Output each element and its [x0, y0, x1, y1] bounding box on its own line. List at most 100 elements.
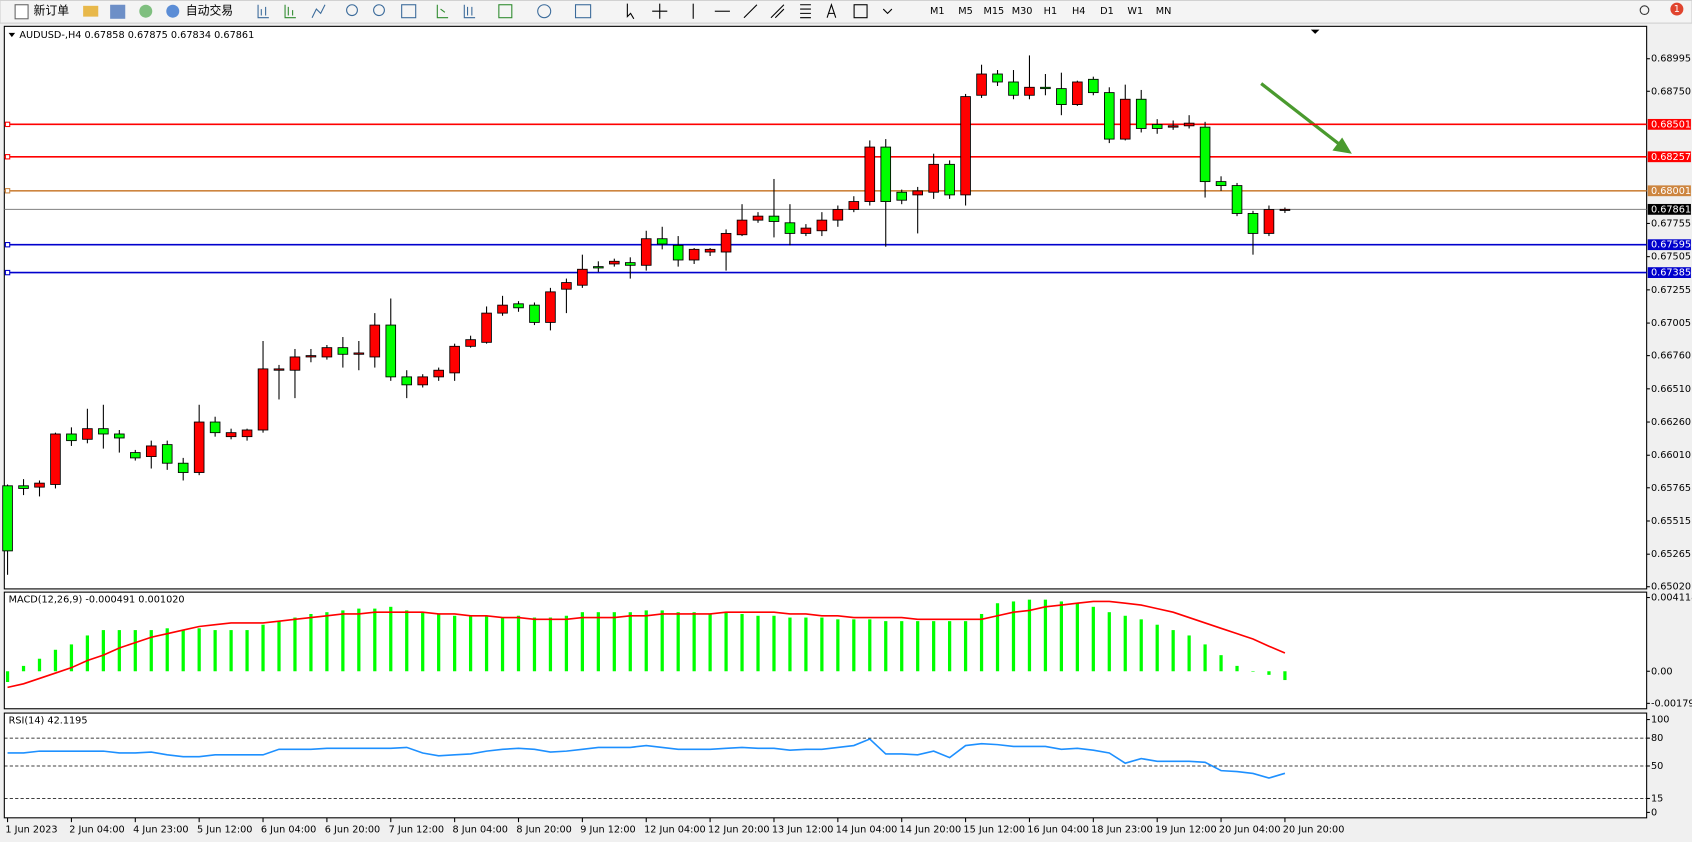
channel-tool[interactable] — [770, 4, 785, 19]
macd-bar — [820, 617, 824, 672]
toolbar-icon[interactable] — [110, 4, 126, 19]
candle-body — [976, 73, 987, 96]
search-icon[interactable] — [1639, 5, 1650, 16]
macd-bar — [1059, 601, 1064, 672]
timeframe-button[interactable]: W1 — [1127, 6, 1143, 17]
candle-body — [609, 260, 620, 265]
y-tick-label: 0 — [1651, 807, 1657, 818]
scroll-icon[interactable] — [436, 4, 449, 19]
macd-bar — [149, 630, 153, 672]
candle-body — [944, 163, 955, 196]
chart-icon[interactable] — [311, 4, 326, 18]
macd-bar — [500, 617, 505, 672]
macd-bar — [484, 615, 489, 672]
candle-body — [225, 432, 237, 438]
auto-trading-icon[interactable] — [166, 4, 180, 18]
x-tick-label: 13 Jun 12:00 — [772, 825, 834, 836]
macd-bar — [804, 617, 808, 672]
candle-body — [752, 215, 764, 221]
macd-bar — [53, 649, 58, 672]
level-label-box — [1647, 185, 1691, 197]
toolbar-icon[interactable] — [83, 5, 99, 17]
level-label: 0.68257 — [1651, 152, 1691, 163]
macd-bar — [21, 665, 26, 672]
timeframe-button[interactable]: D1 — [1100, 6, 1114, 17]
macd-bar — [564, 615, 569, 672]
y-tick-label: 0.66510 — [1651, 384, 1691, 395]
candle-body — [1008, 81, 1019, 96]
candle-body — [497, 304, 508, 314]
macd-bar — [963, 621, 968, 672]
candle-body — [449, 345, 460, 374]
candle-body — [1183, 122, 1195, 127]
macd-bar — [405, 610, 409, 672]
y-tick-label: 50 — [1651, 761, 1663, 772]
candle-body — [992, 73, 1003, 83]
zoom-in[interactable] — [346, 4, 358, 17]
candle-body — [1119, 98, 1131, 140]
timeframe-button[interactable]: H4 — [1072, 6, 1085, 17]
label-tool[interactable] — [853, 4, 868, 19]
candle-body — [688, 248, 700, 261]
arrows-tool[interactable] — [882, 8, 893, 15]
indicator-icon[interactable] — [498, 4, 513, 19]
period-icon[interactable] — [537, 4, 552, 19]
symbol-menu[interactable] — [8, 32, 16, 38]
macd-bar — [1155, 624, 1159, 672]
macd-bar — [1107, 612, 1111, 672]
new-order-button[interactable]: 新订单 — [33, 4, 69, 18]
trendline-tool[interactable] — [743, 4, 758, 19]
x-tick-label: 14 Jun 04:00 — [836, 825, 898, 836]
macd-panel — [3, 591, 1648, 710]
candle-body — [848, 201, 860, 210]
macd-bar — [453, 615, 457, 672]
cursor-tool[interactable] — [626, 3, 635, 20]
candle-body — [98, 428, 109, 435]
candle-body — [465, 339, 476, 347]
level-label-box — [1647, 239, 1691, 251]
candle-body — [656, 238, 668, 245]
auto-trading-button[interactable]: 自动交易 — [186, 4, 233, 18]
timeframe-button[interactable]: M30 — [1012, 6, 1033, 17]
candle-body — [1167, 125, 1179, 128]
chart-icon[interactable] — [257, 4, 269, 19]
shift-icon[interactable] — [463, 4, 476, 19]
candle-body — [672, 244, 684, 261]
tile-icon[interactable] — [401, 4, 417, 19]
y-tick-label: 0.65765 — [1651, 483, 1691, 494]
text-tool[interactable] — [826, 3, 837, 18]
macd-bar — [213, 630, 217, 672]
x-tick-label: 18 Jun 23:00 — [1091, 825, 1153, 836]
toolbar-icon[interactable] — [139, 4, 153, 18]
candle-body — [513, 303, 524, 309]
macd-bar — [69, 644, 74, 672]
macd-bar — [548, 617, 553, 672]
template-icon[interactable] — [574, 4, 592, 19]
macd-bar — [165, 628, 169, 672]
candle-body — [114, 433, 125, 439]
timeframe-button[interactable]: M5 — [958, 6, 973, 17]
macd-bar — [580, 612, 584, 672]
crosshair-tool[interactable] — [652, 3, 668, 19]
new-order-icon[interactable] — [14, 4, 29, 20]
fibo-tool[interactable] — [800, 4, 811, 19]
macd-bar — [245, 630, 249, 672]
macd-bar — [516, 615, 521, 672]
candle-body — [145, 445, 157, 458]
zoom-out[interactable] — [373, 4, 385, 17]
macd-bar — [1219, 655, 1223, 672]
chart-icon[interactable] — [284, 4, 296, 19]
level-label-box — [1647, 118, 1691, 130]
notification-badge[interactable] — [1670, 2, 1684, 16]
timeframe-button[interactable]: H1 — [1044, 6, 1057, 17]
macd-bar — [1139, 619, 1143, 672]
candle-body — [1024, 86, 1035, 96]
candle-body — [417, 376, 428, 386]
timeframe-button[interactable]: M15 — [983, 6, 1004, 17]
level-handle — [4, 188, 11, 194]
macd-bar — [708, 613, 712, 672]
timeframe-button[interactable]: M1 — [930, 6, 945, 17]
x-tick-label: 6 Jun 20:00 — [325, 825, 380, 836]
y-tick-label: 0.68995 — [1651, 54, 1691, 65]
timeframe-button[interactable]: MN — [1156, 6, 1172, 17]
